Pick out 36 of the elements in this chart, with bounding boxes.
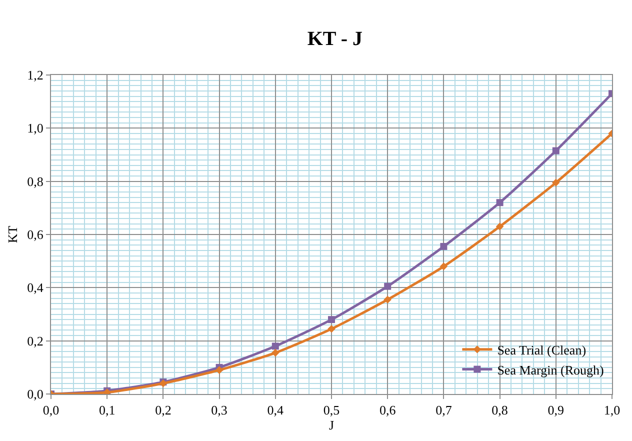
x-tick-label: 0,1 (98, 402, 116, 418)
legend-label: Sea Margin (Rough) (497, 362, 604, 378)
point (552, 147, 560, 154)
x-tick-label: 0,8 (492, 402, 508, 418)
point (440, 262, 448, 270)
point (215, 366, 224, 374)
point (328, 324, 336, 333)
point (384, 282, 392, 290)
y-tick-label: 0,4 (27, 280, 44, 296)
point (496, 199, 504, 206)
x-axis-title: J (328, 418, 334, 433)
point (272, 348, 280, 357)
y-tick-label: 1,0 (27, 120, 44, 136)
x-tick-label: 0,0 (42, 402, 60, 418)
legend-label: Sea Trial (Clean) (497, 342, 586, 358)
y-tick-label: 1,2 (27, 68, 44, 83)
x-tick-label: 0,3 (211, 402, 228, 418)
x-tick-label: 0,9 (548, 402, 564, 418)
y-tick-label: 0,6 (27, 227, 44, 242)
y-axis-title: KT (5, 226, 20, 244)
y-tick-label: 0,8 (27, 174, 44, 189)
point (440, 242, 448, 250)
point (496, 222, 504, 230)
x-tick-label: 0,2 (155, 402, 172, 418)
x-tick-label: 0,6 (379, 402, 396, 418)
x-tick-label: 1,0 (604, 402, 620, 418)
y-tick-label: 0,2 (27, 333, 44, 348)
y-tick-label: 0,0 (27, 386, 44, 402)
x-tick-label: 0,5 (323, 402, 340, 418)
point (552, 178, 560, 187)
point (272, 342, 279, 350)
x-tick-label: 0,7 (436, 402, 452, 418)
x-tick-label: 0,4 (267, 402, 284, 418)
chart-title: KT - J (307, 28, 363, 50)
point (384, 296, 392, 304)
point (328, 316, 335, 324)
